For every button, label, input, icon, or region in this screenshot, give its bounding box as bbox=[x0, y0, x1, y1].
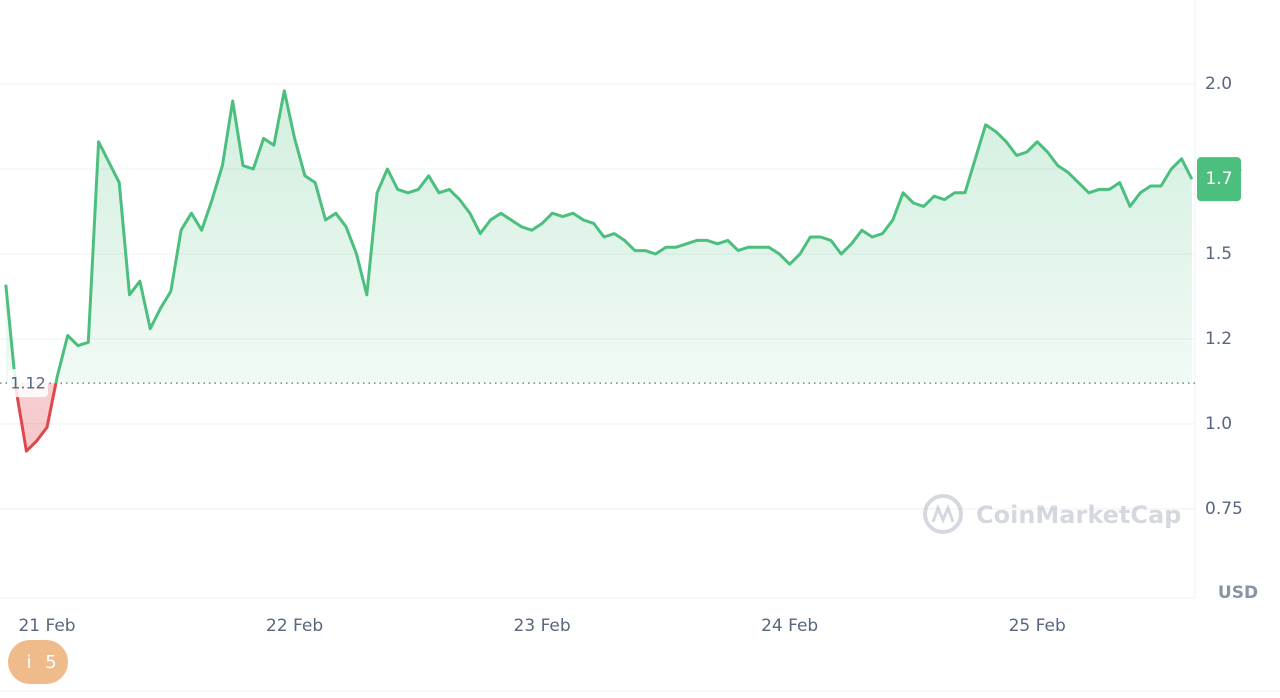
x-tick-label: 24 Feb bbox=[761, 616, 818, 636]
x-tick-label: 22 Feb bbox=[266, 616, 323, 636]
y-tick-label: 1.2 bbox=[1205, 329, 1232, 349]
y-tick-label: 1.0 bbox=[1205, 414, 1232, 434]
badge-bg[interactable] bbox=[8, 640, 68, 684]
y-tick-label: 0.75 bbox=[1205, 499, 1243, 519]
y-tick-label: 1.5 bbox=[1205, 244, 1232, 264]
price-tag bbox=[1197, 157, 1241, 202]
watermark-text: CoinMarketCap bbox=[976, 501, 1181, 529]
currency-label: USD bbox=[1218, 583, 1258, 603]
watermark: CoinMarketCap bbox=[923, 494, 1181, 534]
badge[interactable]: i 5 bbox=[8, 640, 68, 684]
baseline-label: 1.12 bbox=[10, 374, 46, 393]
x-tick-label: 25 Feb bbox=[1009, 616, 1066, 636]
x-tick-label: 23 Feb bbox=[514, 616, 571, 636]
badge-icon[interactable]: i bbox=[26, 652, 31, 673]
y-tick-label: 2.0 bbox=[1205, 74, 1232, 94]
x-tick-label: 21 Feb bbox=[18, 616, 75, 636]
badge-count[interactable]: 5 bbox=[45, 652, 56, 673]
baseline-tag bbox=[8, 369, 48, 398]
price-line-up bbox=[4, 89, 1194, 384]
area-up bbox=[5, 90, 1192, 384]
price-tag-label: 1.7 bbox=[1205, 169, 1232, 189]
plot: 1.12 bbox=[0, 89, 1195, 453]
